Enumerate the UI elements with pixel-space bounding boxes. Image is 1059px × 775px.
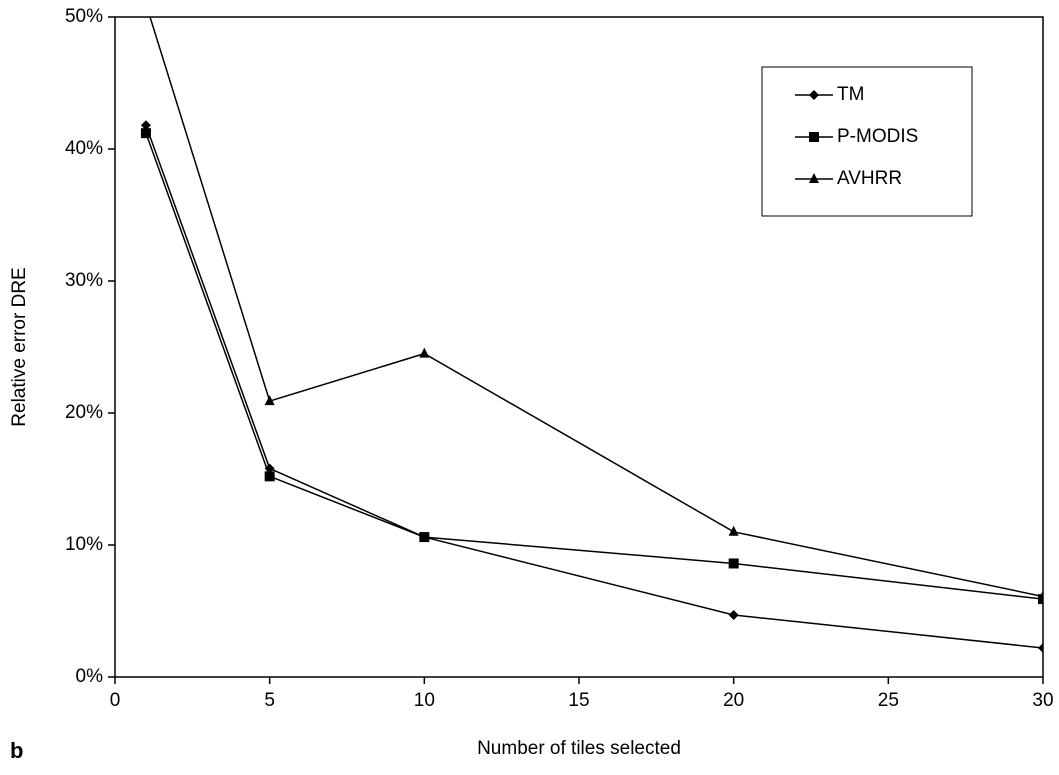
legend-marker — [809, 173, 819, 183]
data-point — [1038, 590, 1043, 601]
legend-label: AVHRR — [837, 168, 902, 189]
legend-label: TM — [837, 84, 864, 105]
x-tick-label: 10 — [414, 690, 435, 711]
x-tick-label: 0 — [110, 690, 121, 711]
y-tick-label: 40% — [65, 138, 103, 159]
data-point — [419, 532, 430, 543]
y-tick-label: 30% — [65, 270, 103, 291]
x-tick-label: 25 — [878, 690, 899, 711]
plot-area — [140, 0, 1043, 653]
x-tick-label: 5 — [264, 690, 275, 711]
y-tick-label: 10% — [65, 534, 103, 555]
x-tick-label: 20 — [723, 690, 744, 711]
data-point — [728, 525, 739, 536]
x-tick-label: 30 — [1032, 690, 1053, 711]
legend-box — [761, 66, 973, 217]
y-axis-label: Relative error DRE — [9, 267, 30, 426]
data-point — [140, 128, 151, 139]
data-point — [140, 120, 151, 131]
data-point — [728, 558, 739, 569]
y-tick-label: 50% — [65, 6, 103, 27]
y-tick-label: 20% — [65, 402, 103, 423]
y-tick-label: 0% — [76, 666, 104, 687]
data-point — [1038, 642, 1043, 653]
panel-label: b — [10, 738, 23, 763]
x-tick-label: 15 — [568, 690, 589, 711]
x-axis-label: Number of tiles selected — [477, 738, 681, 759]
legend-marker — [809, 132, 819, 142]
data-point — [419, 347, 430, 358]
data-point — [264, 395, 275, 406]
legend-marker — [809, 90, 819, 100]
legend-label: P-MODIS — [837, 126, 918, 147]
data-point — [728, 609, 739, 620]
data-point — [141, 0, 151, 8]
data-point — [264, 471, 275, 482]
